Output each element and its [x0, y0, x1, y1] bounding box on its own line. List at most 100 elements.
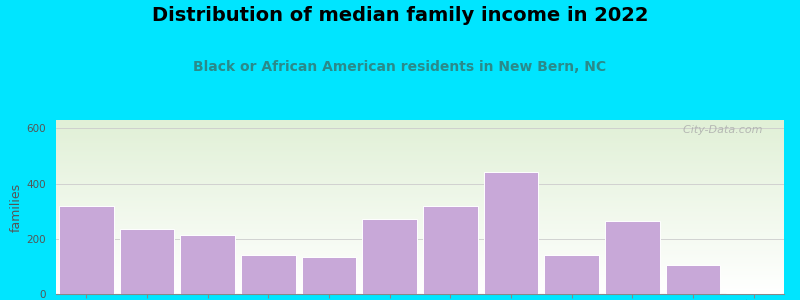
Bar [56, 211, 784, 212]
Bar [56, 215, 784, 216]
Bar [56, 199, 784, 200]
Bar [56, 193, 784, 194]
Bar [56, 160, 784, 161]
Bar [241, 255, 296, 294]
Bar [56, 154, 784, 155]
Bar [56, 120, 784, 121]
Bar [56, 287, 784, 288]
Bar [56, 188, 784, 189]
Bar [56, 150, 784, 151]
Bar [56, 284, 784, 285]
Bar [56, 173, 784, 174]
Bar [56, 258, 784, 259]
Bar [56, 223, 784, 224]
Bar [56, 138, 784, 139]
Bar [59, 206, 114, 294]
Bar [56, 125, 784, 126]
Bar [56, 239, 784, 240]
Bar [56, 231, 784, 232]
Bar [56, 286, 784, 287]
Bar [56, 257, 784, 258]
Bar [56, 291, 784, 292]
Bar [56, 140, 784, 141]
Bar [56, 195, 784, 196]
Bar [56, 175, 784, 176]
Bar [56, 285, 784, 286]
Bar [56, 281, 784, 282]
Bar [56, 122, 784, 123]
Bar [56, 264, 784, 265]
Bar [56, 234, 784, 235]
Bar [605, 221, 660, 294]
Bar [56, 271, 784, 272]
Bar [56, 210, 784, 211]
Bar [56, 250, 784, 251]
Bar [423, 206, 478, 294]
Bar [56, 126, 784, 127]
Bar [56, 156, 784, 157]
Bar [56, 218, 784, 219]
Bar [56, 170, 784, 171]
Bar [56, 273, 784, 274]
Bar [56, 180, 784, 181]
Bar [56, 177, 784, 178]
Bar [56, 221, 784, 222]
Bar [56, 196, 784, 197]
Bar [56, 201, 784, 202]
Bar [56, 293, 784, 294]
Bar [56, 278, 784, 279]
Text: City-Data.com: City-Data.com [676, 125, 762, 135]
Bar [56, 244, 784, 245]
Bar [56, 176, 784, 177]
Bar [56, 172, 784, 173]
Bar [56, 292, 784, 293]
Bar [56, 131, 784, 132]
Bar [56, 262, 784, 263]
Bar [56, 164, 784, 165]
Bar [56, 248, 784, 249]
Bar [56, 245, 784, 246]
Bar [56, 190, 784, 191]
Bar [56, 124, 784, 125]
Bar [56, 186, 784, 187]
Bar [56, 208, 784, 209]
Bar [56, 204, 784, 205]
Bar [56, 238, 784, 239]
Bar [56, 187, 784, 188]
Bar [56, 146, 784, 147]
Bar [56, 214, 784, 215]
Bar [56, 166, 784, 167]
Bar [56, 249, 784, 250]
Bar [56, 152, 784, 153]
Bar [180, 235, 235, 294]
Bar [56, 224, 784, 225]
Bar [56, 129, 784, 130]
Bar [56, 155, 784, 156]
Bar [56, 270, 784, 271]
Bar [56, 246, 784, 247]
Text: Distribution of median family income in 2022: Distribution of median family income in … [152, 6, 648, 25]
Bar [56, 153, 784, 154]
Bar [56, 247, 784, 248]
Bar [56, 280, 784, 281]
Bar [56, 128, 784, 129]
Bar [56, 127, 784, 128]
Bar [56, 253, 784, 254]
Bar [56, 282, 784, 283]
Bar [56, 123, 784, 124]
Bar [56, 240, 784, 241]
Bar [56, 181, 784, 182]
Bar [56, 233, 784, 234]
Bar [56, 219, 784, 220]
Bar [56, 171, 784, 172]
Bar [56, 200, 784, 201]
Bar [56, 147, 784, 148]
Bar [120, 229, 174, 294]
Bar [56, 179, 784, 180]
Bar [726, 292, 781, 294]
Bar [56, 266, 784, 267]
Bar [56, 288, 784, 289]
Bar [56, 130, 784, 131]
Bar [56, 182, 784, 183]
Bar [56, 256, 784, 257]
